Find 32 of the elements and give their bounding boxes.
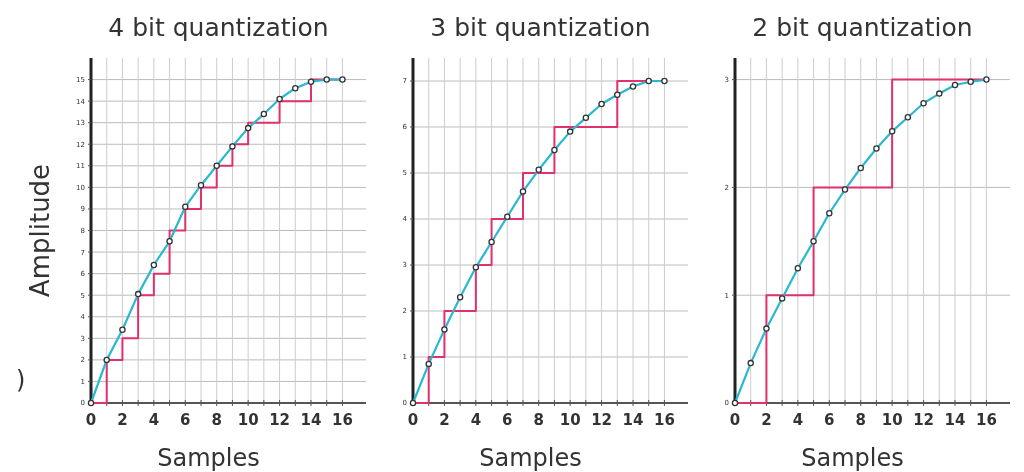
x-tick-label: 2	[117, 411, 128, 429]
x-tick-label: 4	[470, 411, 482, 429]
x-tick-label: 16	[331, 411, 353, 429]
x-tick-label: 16	[975, 411, 997, 429]
x-tick-label: 12	[591, 411, 613, 429]
chart-title: 2 bit quantization	[752, 13, 973, 42]
x-tick-label: 16	[653, 411, 675, 429]
y-axis-title: Amplitude	[25, 163, 55, 298]
x-axis-title: Samples	[479, 444, 582, 472]
x-axis-title: Samples	[157, 444, 260, 472]
x-tick-label: 10	[559, 411, 581, 429]
x-tick-label: 6	[180, 411, 191, 429]
x-tick-label: 14	[300, 411, 322, 429]
x-axis-title: Samples	[801, 444, 904, 472]
x-tick-label: 8	[533, 411, 544, 429]
x-tick-label: 6	[502, 411, 513, 429]
x-tick-label: 2	[761, 411, 772, 429]
x-tick-label: 4	[148, 411, 160, 429]
x-tick-label: 14	[622, 411, 644, 429]
x-tick-label: 10	[237, 411, 259, 429]
chart-title: 3 bit quantization	[430, 13, 651, 42]
x-tick-label: 8	[855, 411, 866, 429]
x-tick-label: 4	[792, 411, 804, 429]
x-tick-label: 12	[269, 411, 291, 429]
x-tick-label: 2	[439, 411, 450, 429]
x-tick-label: 10	[881, 411, 903, 429]
x-tick-label: 8	[211, 411, 222, 429]
x-tick-label: 12	[913, 411, 935, 429]
text: )	[16, 366, 26, 394]
x-tick-label: 14	[944, 411, 966, 429]
chart-title: 4 bit quantization	[108, 13, 329, 42]
x-tick-label: 6	[824, 411, 835, 429]
